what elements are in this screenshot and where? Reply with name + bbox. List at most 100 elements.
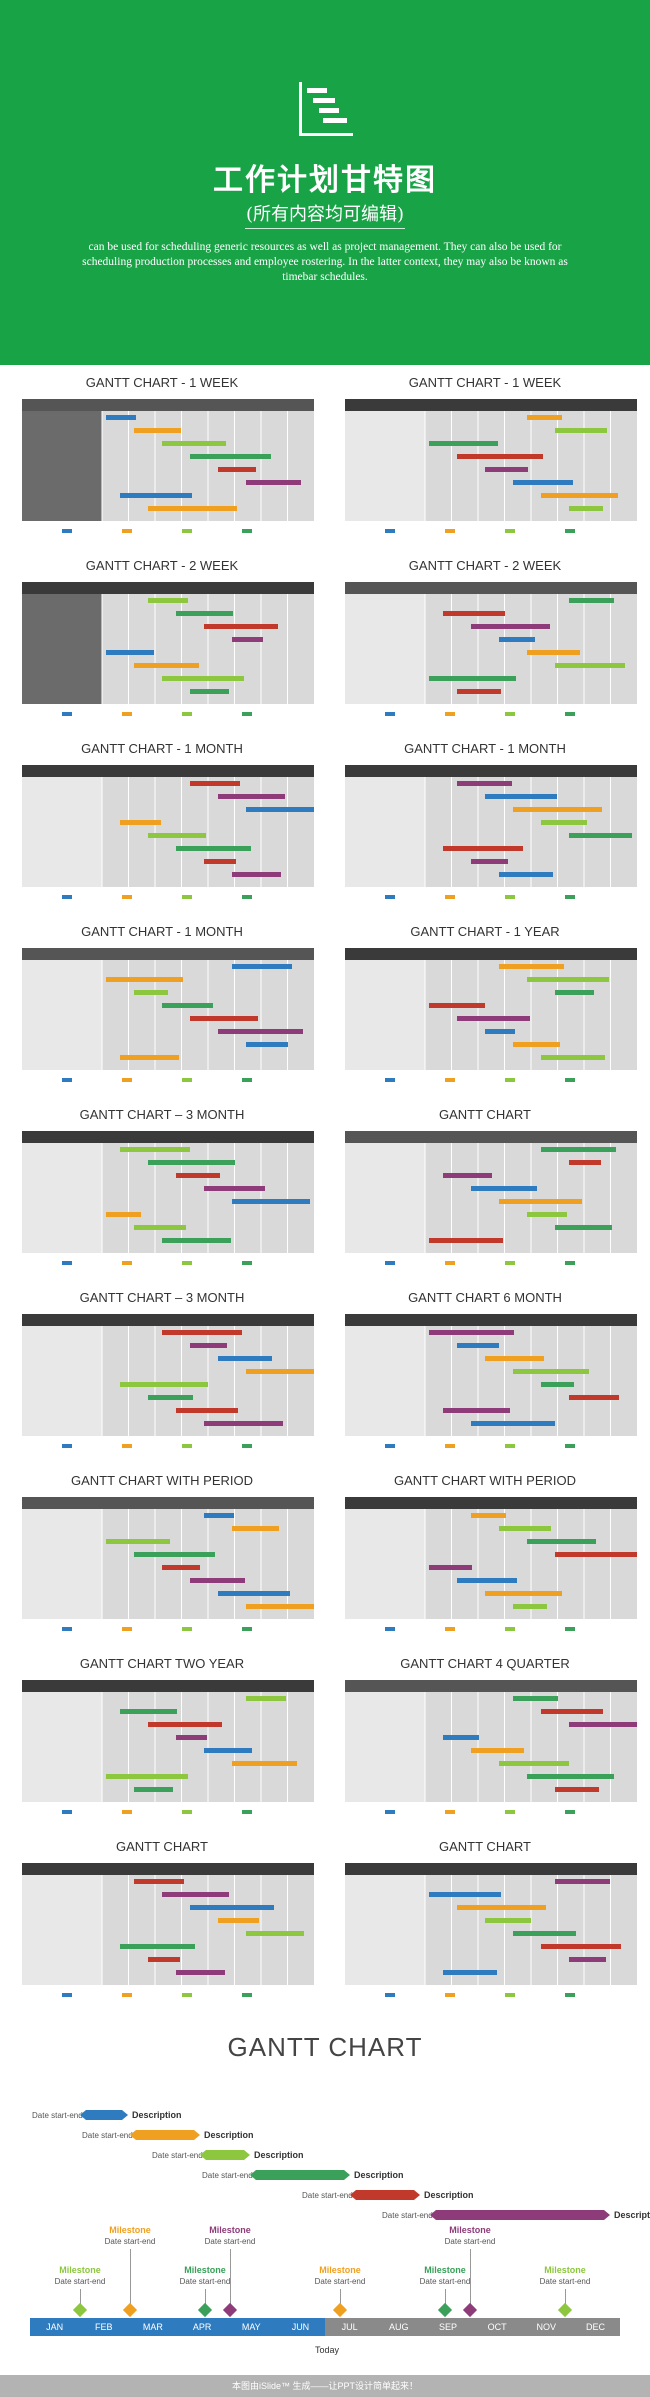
legend-swatch: [505, 895, 515, 899]
legend-swatch: [62, 1993, 72, 1997]
month-cell: NOV: [521, 2318, 571, 2336]
legend-swatch: [565, 1444, 575, 1448]
milestone-stem: [130, 2249, 131, 2310]
gantt-bar: [134, 990, 168, 995]
thumbnail-preview: [22, 399, 314, 533]
milestone-diamond-icon[interactable]: [437, 2302, 453, 2318]
template-thumbnail[interactable]: GANTT CHART - 1 MONTH: [335, 741, 637, 911]
milestone-date: Date start-end: [419, 2277, 471, 2286]
template-thumbnail[interactable]: GANTT CHART - 1 MONTH: [12, 741, 314, 911]
thumbnail-title: GANTT CHART - 1 YEAR: [410, 924, 560, 939]
template-thumbnail[interactable]: GANTT CHART - 2 WEEK: [335, 558, 637, 728]
template-thumbnail[interactable]: GANTT CHART 6 MONTH: [335, 1290, 637, 1460]
hero-banner: 工作计划甘特图 (所有内容均可编辑) can be used for sched…: [0, 0, 650, 365]
gantt-bar: [457, 1016, 530, 1021]
task-bar[interactable]: [350, 2190, 420, 2200]
legend-swatch: [182, 1627, 192, 1631]
template-thumbnail[interactable]: GANTT CHART 4 QUARTER: [335, 1656, 637, 1826]
template-thumbnail[interactable]: GANTT CHART: [12, 1839, 314, 2009]
gantt-bar: [429, 441, 498, 446]
gantt-bar: [190, 1016, 258, 1021]
gantt-bar: [134, 428, 181, 433]
template-thumbnail[interactable]: GANTT CHART – 3 MONTH: [12, 1107, 314, 1277]
milestone-date: Date start-end: [444, 2237, 496, 2246]
gantt-bar: [429, 676, 516, 681]
thumbnail-title: GANTT CHART - 2 WEEK: [85, 558, 239, 573]
task-bar[interactable]: [200, 2150, 250, 2160]
template-thumbnail[interactable]: GANTT CHART - 2 WEEK: [12, 558, 314, 728]
thumbnail-header: [345, 1680, 637, 1692]
milestone-diamond-icon[interactable]: [557, 2302, 573, 2318]
legend-swatch: [62, 895, 72, 899]
gantt-bar: [106, 650, 154, 655]
milestone-diamond-icon[interactable]: [222, 2302, 238, 2318]
task-bar[interactable]: [430, 2210, 610, 2220]
legend-swatch: [505, 712, 515, 716]
legend-swatch: [505, 529, 515, 533]
milestone-label: Milestone: [449, 2225, 491, 2235]
template-thumbnail[interactable]: GANTT CHART: [335, 1107, 637, 1277]
gantt-bar: [162, 1565, 200, 1570]
gantt-bar: [106, 415, 136, 420]
gantt-bar: [120, 1944, 195, 1949]
gantt-bar: [148, 598, 188, 603]
gantt-bar: [513, 480, 573, 485]
gantt-bar: [527, 1774, 614, 1779]
gantt-bar: [162, 1330, 242, 1335]
thumbnail-label-column: [22, 1326, 102, 1436]
task-description: Description: [614, 2210, 650, 2220]
task-bar[interactable]: [250, 2170, 350, 2180]
gantt-bar: [527, 415, 562, 420]
gantt-bar: [429, 1892, 501, 1897]
gantt-bar: [569, 1395, 619, 1400]
thumbnail-label-column: [22, 960, 102, 1070]
gantt-bar: [485, 1029, 515, 1034]
thumbnail-title: GANTT CHART - 1 WEEK: [408, 375, 562, 390]
task-bar[interactable]: [130, 2130, 200, 2140]
month-cell: SEP: [423, 2318, 473, 2336]
milestone-diamond-icon[interactable]: [462, 2302, 478, 2318]
template-thumbnail[interactable]: GANTT CHART - 1 WEEK: [335, 375, 637, 545]
legend-swatch: [242, 895, 252, 899]
template-thumbnail[interactable]: GANTT CHART - 1 YEAR: [335, 924, 637, 1094]
template-thumbnail[interactable]: GANTT CHART WITH PERIOD: [12, 1473, 314, 1643]
gantt-bar: [218, 1029, 303, 1034]
milestone-diamond-icon[interactable]: [72, 2302, 88, 2318]
legend-swatch: [242, 1627, 252, 1631]
template-thumbnail[interactable]: GANTT CHART - 1 WEEK: [12, 375, 314, 545]
gantt-bar: [218, 1918, 259, 1923]
gantt-bar: [555, 663, 625, 668]
legend-swatch: [242, 712, 252, 716]
gantt-bar: [232, 1526, 279, 1531]
task-bar[interactable]: [80, 2110, 128, 2120]
gantt-bar: [541, 1709, 603, 1714]
milestone-diamond-icon[interactable]: [332, 2302, 348, 2318]
milestone-diamond-icon[interactable]: [122, 2302, 138, 2318]
gantt-bar: [443, 1970, 497, 1975]
template-thumbnail[interactable]: GANTT CHART TWO YEAR: [12, 1656, 314, 1826]
divider: [245, 228, 405, 229]
task-date: Date start-end: [382, 2211, 433, 2220]
gantt-bar: [106, 977, 183, 982]
gantt-bar: [457, 1343, 499, 1348]
template-thumbnail[interactable]: GANTT CHART – 3 MONTH: [12, 1290, 314, 1460]
template-thumbnail[interactable]: GANTT CHART: [335, 1839, 637, 2009]
legend-swatch: [445, 1261, 455, 1265]
legend-swatch: [385, 529, 395, 533]
thumbnail-title: GANTT CHART - 1 MONTH: [404, 741, 566, 756]
legend-swatch: [445, 1078, 455, 1082]
legend-swatch: [62, 1261, 72, 1265]
template-thumbnail[interactable]: GANTT CHART - 1 MONTH: [12, 924, 314, 1094]
gantt-bar: [204, 1748, 252, 1753]
gantt-bar: [176, 1408, 238, 1413]
milestone-stem: [565, 2289, 566, 2310]
gantt-bar: [555, 1787, 599, 1792]
legend-swatch: [445, 712, 455, 716]
legend-swatch: [505, 1627, 515, 1631]
month-cell: MAR: [128, 2318, 178, 2336]
legend-swatch: [385, 1078, 395, 1082]
thumbnail-title: GANTT CHART WITH PERIOD: [70, 1473, 253, 1488]
template-thumbnail[interactable]: GANTT CHART WITH PERIOD: [335, 1473, 637, 1643]
milestone-date: Date start-end: [204, 2237, 256, 2246]
milestone-diamond-icon[interactable]: [197, 2302, 213, 2318]
